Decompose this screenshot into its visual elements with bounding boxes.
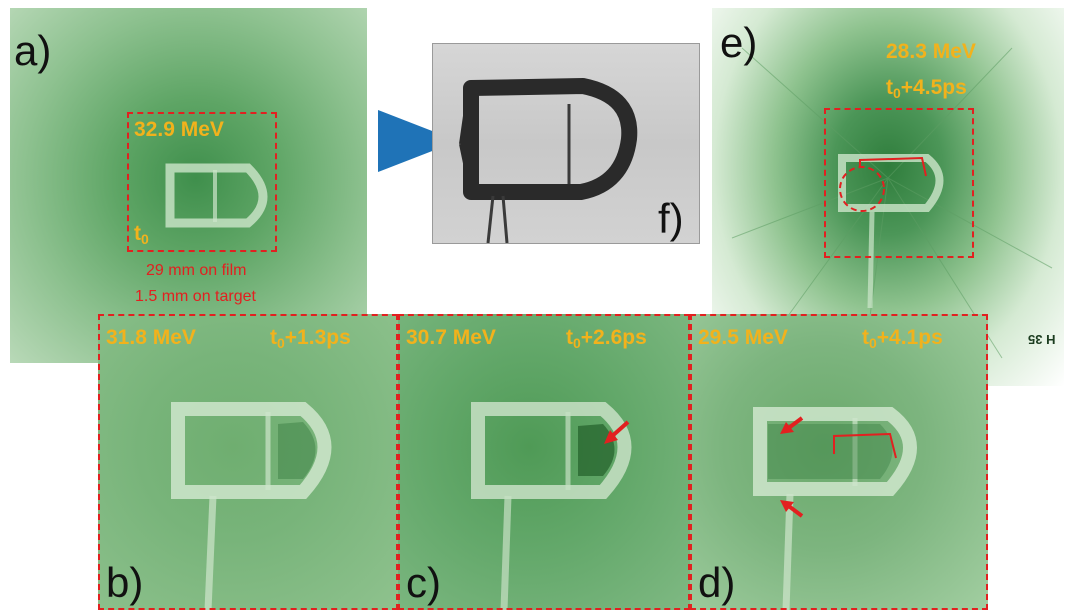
panel-e-time-label: t0+4.5ps	[886, 76, 967, 101]
panel-d-energy-label: 29.5 MeV	[698, 326, 788, 349]
panel-a-letter: a)	[14, 27, 52, 74]
panel-b-target-shadow	[171, 402, 332, 610]
panel-a-scale-target: 1.5 mm on target	[135, 288, 256, 305]
panel-e-energy-label: 28.3 MeV	[886, 40, 976, 63]
panel-d-film	[690, 314, 988, 610]
panel-d-time-base: t	[862, 326, 869, 349]
panel-c-target-shadow	[471, 402, 632, 610]
panel-e-roi-box	[824, 108, 974, 258]
panel-d-time-label: t0+4.1ps	[862, 326, 943, 351]
panel-b-time-sub: 0	[277, 335, 285, 351]
panel-b-roi-box	[98, 314, 398, 610]
panel-c-letter: c)	[406, 559, 441, 606]
panel-e-time-base: t	[886, 76, 893, 99]
panel-a-time-base: t	[134, 222, 141, 245]
panel-c-energy-label: 30.7 MeV	[406, 326, 496, 349]
panel-a-time-sub: 0	[141, 231, 149, 247]
panel-c-time-rest: +2.6ps	[580, 326, 647, 349]
panel-c-roi-box	[398, 314, 690, 610]
panel-b-energy-label: 31.8 MeV	[106, 326, 196, 349]
panel-a-time-label: t0	[134, 222, 149, 247]
panel-a-energy-label: 32.9 MeV	[134, 118, 224, 141]
panel-a-scale-film: 29 mm on film	[146, 262, 247, 279]
panel-c-time-label: t0+2.6ps	[566, 326, 647, 351]
panel-b-letter: b)	[106, 559, 144, 606]
panel-b-time-rest: +1.3ps	[284, 326, 351, 349]
panel-e-time-rest: +4.5ps	[900, 76, 967, 99]
panel-f-photo	[432, 43, 700, 244]
panel-d-roi-box	[690, 314, 988, 610]
panel-e-letter: e)	[720, 19, 758, 66]
panel-c-time-base: t	[566, 326, 573, 349]
panel-d-target-shadow	[753, 407, 917, 610]
panel-c-time-sub: 0	[573, 335, 581, 351]
panel-d-time-rest: +4.1ps	[876, 326, 943, 349]
panel-f-target-image	[459, 78, 638, 243]
panel-f-letter: f)	[658, 195, 684, 242]
panel-b-time-base: t	[270, 326, 277, 349]
panel-d-time-sub: 0	[869, 335, 877, 351]
panel-c-film	[398, 314, 690, 610]
panel-b-film	[98, 314, 398, 610]
panel-b-time-label: t0+1.3ps	[270, 326, 351, 351]
panel-e-time-sub: 0	[893, 85, 901, 101]
panel-e-target-shadow	[731, 47, 1053, 379]
panel-d-letter: d)	[698, 559, 736, 606]
panel-a-roi-box	[127, 112, 277, 252]
panel-a-target-shadow	[165, 163, 268, 228]
panel-a-film	[10, 8, 367, 363]
panel-e-film-mark: H 35	[1028, 332, 1056, 347]
